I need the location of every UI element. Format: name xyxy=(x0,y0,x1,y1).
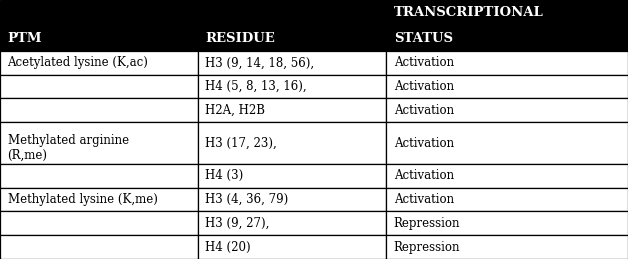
Text: TRANSCRIPTIONAL: TRANSCRIPTIONAL xyxy=(394,6,543,19)
Bar xyxy=(386,98,628,122)
Text: H4 (20): H4 (20) xyxy=(205,241,251,254)
Text: H2A, H2B: H2A, H2B xyxy=(205,104,266,117)
Bar xyxy=(386,188,628,211)
Bar xyxy=(386,164,628,188)
Text: Activation: Activation xyxy=(394,104,454,117)
Text: Methylated arginine
(R,me): Methylated arginine (R,me) xyxy=(8,134,129,162)
Bar xyxy=(198,211,386,235)
Text: H3 (4, 36, 79): H3 (4, 36, 79) xyxy=(205,193,289,206)
Bar xyxy=(198,51,386,75)
Text: H3 (17, 23),: H3 (17, 23), xyxy=(205,136,277,150)
Bar xyxy=(198,25,386,51)
Bar xyxy=(386,51,628,75)
Text: Activation: Activation xyxy=(394,136,454,150)
Bar xyxy=(386,25,628,51)
Text: H4 (5, 8, 13, 16),: H4 (5, 8, 13, 16), xyxy=(205,80,307,93)
Bar xyxy=(386,75,628,98)
Text: STATUS: STATUS xyxy=(394,32,453,45)
Bar xyxy=(0,51,198,75)
Bar xyxy=(198,164,386,188)
Text: Repression: Repression xyxy=(394,241,460,254)
Bar xyxy=(0,98,198,122)
Bar xyxy=(198,75,386,98)
Text: Activation: Activation xyxy=(394,169,454,182)
Text: H3 (9, 14, 18, 56),: H3 (9, 14, 18, 56), xyxy=(205,56,315,69)
Text: Repression: Repression xyxy=(394,217,460,230)
Text: Activation: Activation xyxy=(394,193,454,206)
Bar xyxy=(0,25,198,51)
Bar xyxy=(198,235,386,259)
Bar xyxy=(198,122,386,164)
Bar xyxy=(0,211,198,235)
Text: Activation: Activation xyxy=(394,80,454,93)
Bar xyxy=(198,0,386,25)
Bar xyxy=(0,0,198,25)
Bar xyxy=(386,211,628,235)
Bar xyxy=(386,0,628,25)
Text: RESIDUE: RESIDUE xyxy=(205,32,275,45)
Text: Acetylated lysine (K,ac): Acetylated lysine (K,ac) xyxy=(8,56,148,69)
Bar xyxy=(0,122,198,164)
Text: Methylated lysine (K,me): Methylated lysine (K,me) xyxy=(8,193,158,206)
Bar xyxy=(198,98,386,122)
Bar xyxy=(386,122,628,164)
Bar xyxy=(0,188,198,211)
Bar xyxy=(0,235,198,259)
Bar xyxy=(198,188,386,211)
Text: H3 (9, 27),: H3 (9, 27), xyxy=(205,217,270,230)
Text: PTM: PTM xyxy=(8,32,42,45)
Bar xyxy=(386,235,628,259)
Text: Activation: Activation xyxy=(394,56,454,69)
Bar xyxy=(0,75,198,98)
Text: H4 (3): H4 (3) xyxy=(205,169,244,182)
Bar xyxy=(0,164,198,188)
